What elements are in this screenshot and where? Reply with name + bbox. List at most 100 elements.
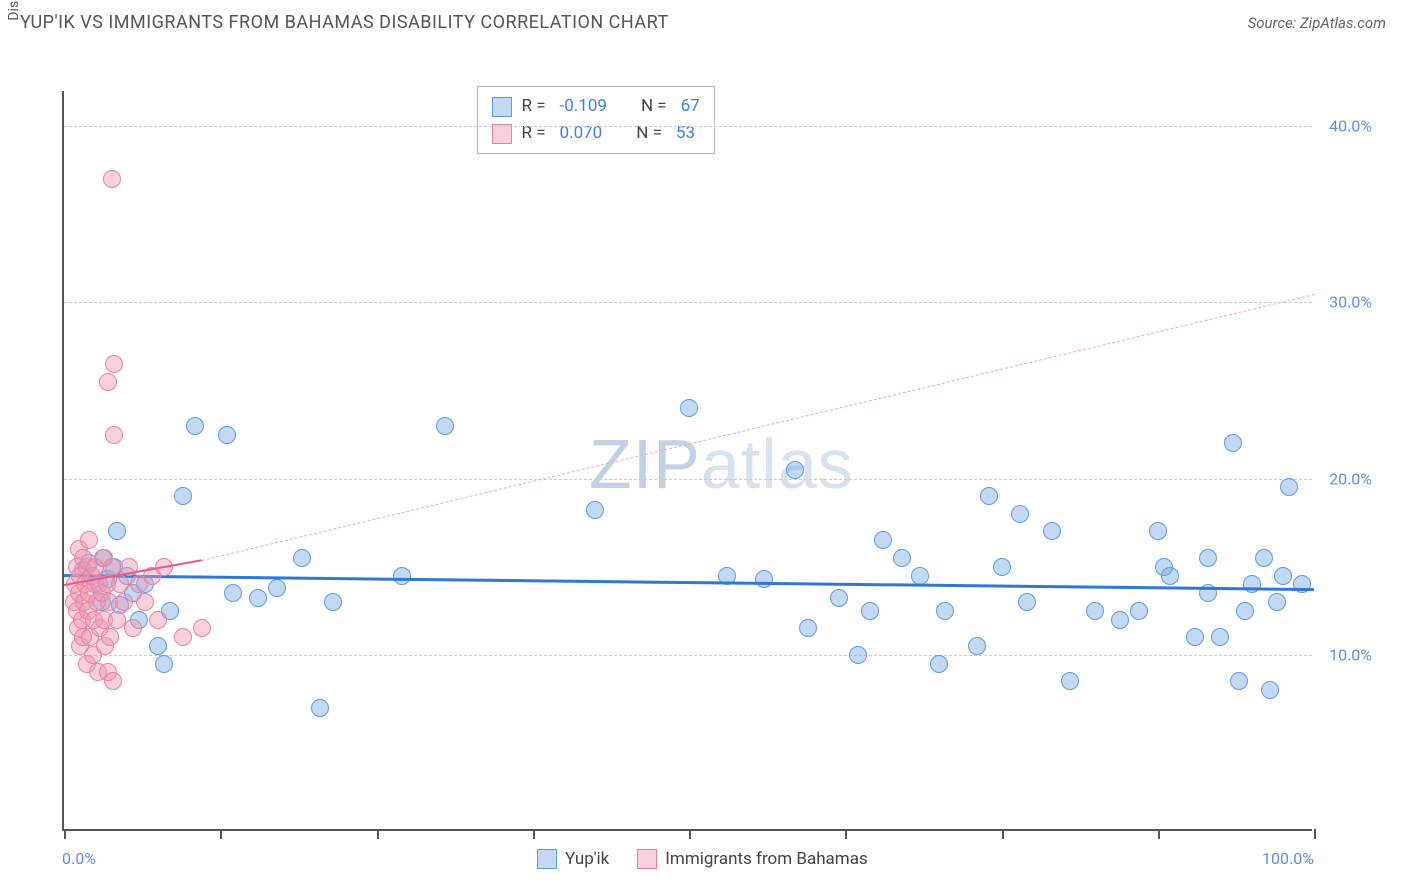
- data-point: [149, 637, 167, 655]
- data-point: [861, 602, 879, 620]
- y-tick-label: 20.0%: [1329, 469, 1372, 488]
- x-tick: [220, 829, 222, 839]
- data-point: [105, 426, 123, 444]
- chart-source: Source: ZipAtlas.com: [1248, 14, 1386, 32]
- data-point: [193, 619, 211, 637]
- data-point: [586, 501, 604, 519]
- y-tick-label: 30.0%: [1329, 293, 1372, 312]
- gridline: [64, 655, 1312, 656]
- legend-n-value: 53: [676, 120, 695, 147]
- data-point: [1268, 593, 1286, 611]
- y-tick-label: 40.0%: [1329, 117, 1372, 136]
- data-point: [680, 399, 698, 417]
- legend-row: R =-0.109N =67: [492, 93, 700, 120]
- legend-n-label: N =: [636, 120, 662, 147]
- x-tick: [1314, 829, 1316, 839]
- data-point: [1011, 505, 1029, 523]
- legend-label: Immigrants from Bahamas: [665, 849, 867, 869]
- correlation-legend: R = -0.109 N = 67R = 0.070 N = 53: [477, 86, 715, 154]
- data-point: [101, 628, 119, 646]
- data-point: [1274, 567, 1292, 585]
- data-point: [830, 589, 848, 607]
- x-tick: [1158, 829, 1160, 839]
- legend-swatch: [637, 849, 657, 869]
- x-tick: [533, 829, 535, 839]
- data-point: [893, 549, 911, 567]
- data-point: [980, 487, 998, 505]
- data-point: [786, 461, 804, 479]
- trend-line: [64, 574, 1314, 591]
- data-point: [1255, 549, 1273, 567]
- y-tick-label: 10.0%: [1329, 645, 1372, 664]
- legend-label: Yup'ik: [565, 849, 609, 869]
- x-axis-min-label: 0.0%: [62, 849, 96, 868]
- legend-r-label: R =: [522, 93, 546, 120]
- legend-swatch: [537, 849, 557, 869]
- x-tick: [1002, 829, 1004, 839]
- legend-r-label: R =: [522, 120, 546, 147]
- data-point: [1199, 549, 1217, 567]
- data-point: [1043, 522, 1061, 540]
- data-point: [105, 355, 123, 373]
- data-point: [218, 426, 236, 444]
- data-point: [968, 637, 986, 655]
- data-point: [311, 699, 329, 717]
- data-point: [1061, 672, 1079, 690]
- plot-region: ZIPatlas R =-0.109N =67R =0.070N =53 10.…: [62, 91, 1312, 831]
- data-point: [111, 575, 129, 593]
- x-tick: [377, 829, 379, 839]
- data-point: [874, 531, 892, 549]
- gridline: [64, 479, 1312, 480]
- data-point: [99, 373, 117, 391]
- data-point: [1261, 681, 1279, 699]
- gridline: [64, 126, 1312, 127]
- data-point: [155, 655, 173, 673]
- data-point: [115, 593, 133, 611]
- data-point: [1086, 602, 1104, 620]
- data-point: [1186, 628, 1204, 646]
- data-point: [174, 487, 192, 505]
- x-tick: [845, 829, 847, 839]
- data-point: [136, 593, 154, 611]
- data-point: [755, 570, 773, 588]
- x-tick: [689, 829, 691, 839]
- data-point: [930, 655, 948, 673]
- legend-item: Immigrants from Bahamas: [637, 849, 867, 869]
- data-point: [1018, 593, 1036, 611]
- y-axis-label: Disability: [6, 0, 22, 21]
- data-point: [911, 567, 929, 585]
- data-point: [1230, 672, 1248, 690]
- data-point: [1130, 602, 1148, 620]
- x-axis-max-label: 100.0%: [1262, 849, 1314, 868]
- data-point: [108, 522, 126, 540]
- data-point: [1236, 602, 1254, 620]
- data-point: [293, 549, 311, 567]
- data-point: [1111, 611, 1129, 629]
- data-point: [104, 672, 122, 690]
- legend-item: Yup'ik: [537, 849, 609, 869]
- watermark-rest: atlas: [701, 425, 854, 503]
- legend-swatch: [492, 97, 512, 117]
- chart-title: YUP'IK VS IMMIGRANTS FROM BAHAMAS DISABI…: [20, 12, 669, 33]
- legend-r-value: 0.070: [560, 120, 603, 147]
- data-point: [1211, 628, 1229, 646]
- data-point: [124, 619, 142, 637]
- data-point: [324, 593, 342, 611]
- trend-line: [201, 294, 1314, 561]
- data-point: [1243, 575, 1261, 593]
- data-point: [108, 611, 126, 629]
- data-point: [103, 170, 121, 188]
- data-point: [1149, 522, 1167, 540]
- data-point: [799, 619, 817, 637]
- data-point: [393, 567, 411, 585]
- legend-r-value: -0.109: [560, 93, 607, 120]
- data-point: [1224, 434, 1242, 452]
- data-point: [103, 558, 121, 576]
- legend-n-value: 67: [681, 93, 700, 120]
- series-legend: Yup'ik Immigrants from Bahamas: [537, 849, 868, 869]
- data-point: [436, 417, 454, 435]
- x-tick: [64, 829, 66, 839]
- data-point: [149, 611, 167, 629]
- data-point: [993, 558, 1011, 576]
- legend-row: R = 0.070 N = 53: [492, 120, 700, 147]
